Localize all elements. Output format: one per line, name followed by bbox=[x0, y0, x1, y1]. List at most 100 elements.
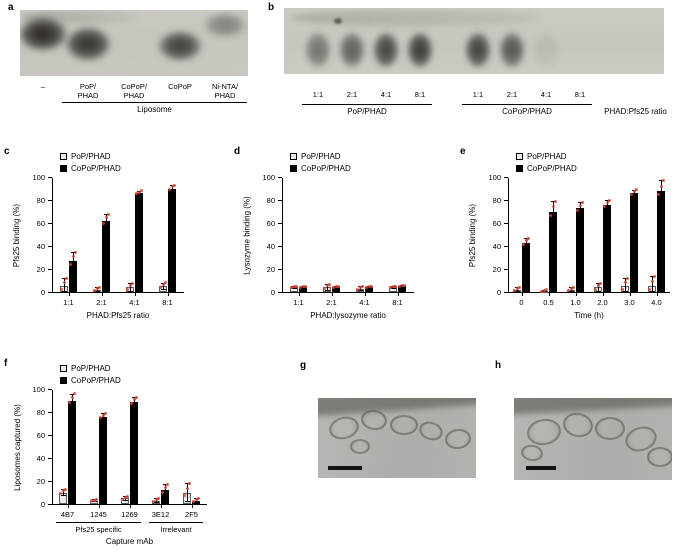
error-cap bbox=[100, 419, 106, 421]
error-cap bbox=[131, 405, 137, 407]
y-tick-label: 40 bbox=[36, 454, 45, 463]
legend-item-copop-phad: CoPoP/PHAD bbox=[60, 376, 121, 385]
liposome-group-label: Liposome bbox=[137, 105, 172, 114]
gel-a-lane-label: – bbox=[40, 82, 46, 91]
error-bar bbox=[61, 278, 67, 292]
data-point bbox=[635, 188, 639, 192]
x-tick-label: 1:1 bbox=[293, 298, 304, 307]
legend-swatch-copop-phad bbox=[516, 165, 523, 172]
data-point bbox=[525, 238, 529, 242]
y-tick bbox=[278, 269, 282, 270]
data-point bbox=[332, 286, 336, 290]
error-cap bbox=[184, 500, 190, 502]
x-tick bbox=[602, 293, 604, 296]
bar-copop-phad bbox=[549, 211, 557, 292]
x-tick bbox=[67, 505, 69, 508]
data-point bbox=[65, 277, 69, 281]
x-tick-label: 2:1 bbox=[96, 298, 107, 307]
chart-lysozyme-binding: PoP/PHAD CoPoP/PHAD Lysozyme binding (%) 0 2… bbox=[240, 150, 465, 355]
data-point bbox=[394, 284, 398, 288]
legend-label: CoPoP/PHAD bbox=[527, 164, 577, 173]
error-cap bbox=[366, 287, 372, 289]
y-tick bbox=[48, 504, 52, 505]
data-point bbox=[93, 498, 97, 502]
data-point bbox=[72, 255, 76, 259]
plot-area bbox=[508, 178, 670, 293]
y-tick-label: 80 bbox=[492, 196, 501, 205]
bar-copop-phad bbox=[332, 287, 340, 292]
data-point bbox=[73, 392, 77, 396]
x-tick-label: 2F5 bbox=[185, 510, 198, 519]
error-cap bbox=[94, 290, 100, 292]
gel-band bbox=[533, 32, 559, 68]
data-point bbox=[173, 183, 177, 187]
data-point bbox=[552, 205, 556, 209]
cryoem-image-g bbox=[318, 398, 476, 478]
data-point bbox=[102, 413, 106, 417]
error-cap bbox=[70, 269, 76, 271]
x-tick bbox=[167, 293, 169, 296]
data-point bbox=[527, 236, 531, 240]
y-axis-title-text: Pfs25 binding (%) bbox=[12, 203, 22, 268]
legend-swatch-pop-phad bbox=[60, 365, 67, 372]
data-point bbox=[126, 287, 130, 291]
chart-legend: PoP/PHAD CoPoP/PHAD bbox=[290, 152, 351, 176]
legend-label: CoPoP/PHAD bbox=[71, 376, 121, 385]
x-tick bbox=[364, 293, 366, 296]
data-point bbox=[540, 289, 544, 293]
data-point bbox=[131, 281, 135, 285]
y-axis-title-text: Liposomes captured (%) bbox=[12, 404, 22, 491]
data-point bbox=[69, 262, 73, 266]
liposome bbox=[390, 415, 418, 435]
liposome bbox=[595, 416, 625, 440]
data-point bbox=[138, 190, 142, 194]
y-tick-label: 40 bbox=[492, 242, 501, 251]
error-cap bbox=[60, 494, 66, 496]
gel-spot bbox=[334, 18, 342, 24]
error-cap bbox=[193, 501, 199, 503]
panel-a-letter: a bbox=[8, 2, 14, 13]
data-point bbox=[621, 287, 625, 291]
error-cap bbox=[649, 290, 655, 292]
scale-bar bbox=[328, 466, 362, 470]
data-point bbox=[186, 486, 190, 490]
category-group-label: Pfs25 specific bbox=[75, 525, 122, 534]
data-point bbox=[295, 284, 299, 288]
error-bar bbox=[595, 282, 601, 292]
y-axis-title-text: Pfs25 binding (%) bbox=[468, 203, 478, 268]
data-point bbox=[104, 411, 108, 415]
error-line bbox=[63, 278, 65, 292]
legend-item-pop-phad: PoP/PHAD bbox=[516, 152, 577, 161]
data-point bbox=[162, 283, 166, 287]
data-point bbox=[660, 184, 664, 188]
error-cap bbox=[514, 290, 520, 292]
y-axis-title: Pfs25 binding (%) bbox=[467, 178, 479, 293]
gel-a-lane-label: PoP/ PHAD bbox=[77, 82, 99, 100]
data-point bbox=[651, 280, 655, 284]
panel-e-letter: e bbox=[460, 146, 466, 157]
bar-copop-phad bbox=[102, 220, 110, 292]
error-cap bbox=[291, 287, 297, 289]
error-line bbox=[162, 282, 164, 290]
gel-band bbox=[339, 32, 365, 68]
data-point bbox=[543, 288, 547, 292]
data-point bbox=[164, 281, 168, 285]
y-tick bbox=[504, 269, 508, 270]
data-point bbox=[554, 200, 558, 204]
data-point bbox=[368, 285, 372, 289]
legend-item-copop-phad: CoPoP/PHAD bbox=[60, 164, 121, 173]
data-point bbox=[290, 286, 294, 290]
x-tick-label: 2.0 bbox=[597, 298, 608, 307]
x-axis-title: Capture mAb bbox=[105, 537, 154, 546]
error-bar bbox=[523, 237, 529, 248]
x-tick bbox=[521, 293, 523, 296]
data-point bbox=[522, 242, 526, 246]
x-tick bbox=[397, 293, 399, 296]
y-tick bbox=[48, 269, 52, 270]
error-cap bbox=[631, 195, 637, 197]
y-tick-label: 40 bbox=[266, 242, 275, 251]
x-tick bbox=[298, 293, 300, 296]
bar-copop-phad bbox=[168, 188, 176, 292]
x-tick bbox=[134, 293, 136, 296]
